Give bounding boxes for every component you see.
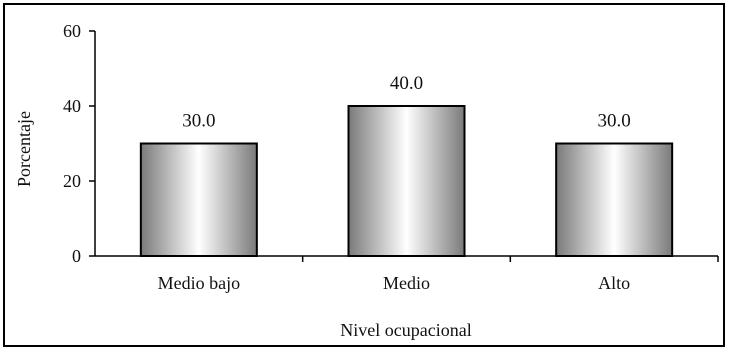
bar-value-label: 40.0	[390, 73, 423, 94]
x-axis-title: Nivel ocupacional	[340, 320, 471, 340]
bars: 30.0 40.0 30.0	[139, 73, 674, 257]
bar-value-label: 30.0	[182, 111, 215, 132]
x-category-label: Medio bajo	[158, 273, 241, 293]
bar	[555, 142, 674, 257]
bar	[347, 105, 466, 257]
y-tick-label: 40	[63, 96, 81, 116]
bar-value-label: 30.0	[598, 111, 631, 132]
y-tick-label: 60	[63, 21, 81, 41]
y-tick-label: 20	[63, 171, 81, 191]
y-ticks: 0 20 40 60	[63, 21, 95, 266]
y-axis-title: Porcentaje	[14, 111, 34, 187]
x-category-label: Medio	[383, 273, 430, 293]
x-category-label: Alto	[598, 273, 630, 293]
x-category-labels: Medio bajo Medio Alto	[158, 256, 719, 293]
bar	[139, 142, 258, 257]
y-tick-label: 0	[72, 246, 81, 266]
